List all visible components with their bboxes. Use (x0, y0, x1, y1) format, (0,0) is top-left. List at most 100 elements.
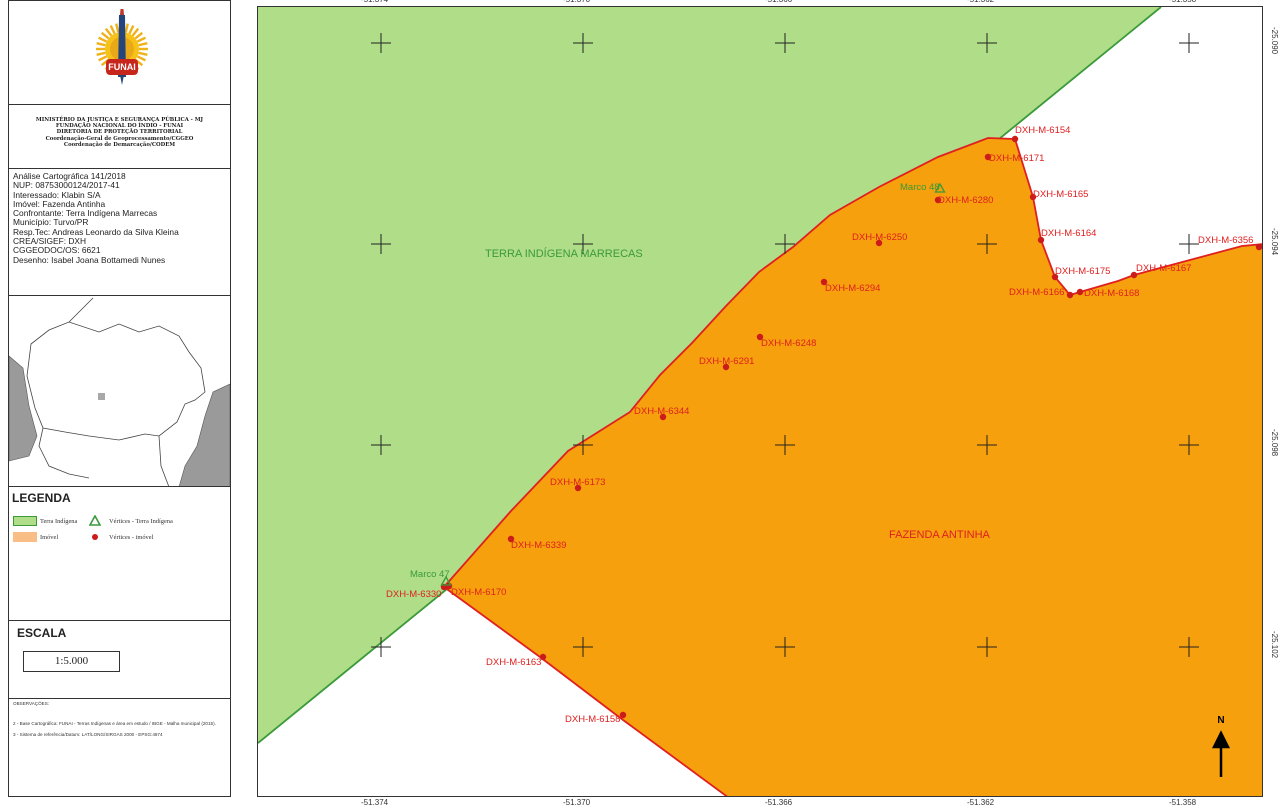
grid-crosses (371, 33, 1199, 657)
org-line: Coordenação de Demarcação/CODEM (63, 141, 176, 148)
grid-cross (775, 234, 795, 254)
obs-title: OBSERVAÇÕES: (13, 701, 50, 706)
vertex-label: DXH-M-6280 (938, 195, 993, 206)
vertex-label: DXH-M-6248 (761, 338, 816, 349)
obs-line: 2 - Base Cartográfica: FUNAI - Terras In… (13, 720, 216, 726)
org-line: Coordenação-Geral de Geoprocessamento/CG… (45, 135, 194, 142)
grid-cross (977, 33, 997, 53)
lat-label-right: -25.102 (1270, 631, 1279, 659)
legend-label-imovel: Imóvel (40, 534, 59, 541)
org-line: MINISTÉRIO DA JUSTIÇA E SEGURANÇA PÚBLIC… (35, 117, 204, 123)
marco-label: Marco 48 (900, 182, 940, 193)
grid-cross (371, 637, 391, 657)
logo-ray (128, 25, 135, 35)
area-label-terra-indigena: TERRA INDÍGENA MARRECAS (485, 247, 643, 260)
vertex-label: DXH-M-6168 (1084, 288, 1139, 299)
lon-label-top: -51.366 (765, 0, 792, 4)
vertex-point (1029, 193, 1037, 201)
logo-ray (138, 51, 148, 56)
vertex-label: DXH-M-6173 (550, 477, 605, 488)
meta-confrontante: Confrontante: Terra Indígena Marrecas (13, 208, 158, 219)
grid-cross (371, 234, 391, 254)
grid-cross (775, 33, 795, 53)
logo-ray (124, 23, 129, 33)
logo-ray (96, 42, 106, 47)
inset-border-line (68, 297, 94, 323)
vertex-label: DXH-M-6158 (565, 714, 620, 725)
north-label: N (1217, 715, 1224, 726)
vertex-label: DXH-M-6330 (386, 589, 441, 600)
grid-cross (573, 637, 593, 657)
meta-analise: Análise Cartográfica 141/2018 (13, 171, 126, 181)
meta-imovel: Imóvel: Fazenda Antinha (13, 198, 106, 209)
logo-ray (96, 51, 106, 56)
triangle-icon (89, 515, 101, 526)
lon-label-bottom: -51.362 (967, 798, 995, 807)
vertex-label: DXH-M-6154 (1015, 125, 1070, 136)
logo-ray (109, 25, 116, 35)
north-arrow-icon (1211, 730, 1231, 777)
grid-cross (977, 637, 997, 657)
legend-label-vertices-ti: Vértices - Terra Indígena (109, 518, 173, 525)
lat-label-right: -25.090 (1270, 27, 1279, 55)
meta-desenho: Desenho: Isabel Joana Bottamedi Nunes (13, 254, 166, 265)
vertex-point (574, 484, 582, 492)
legend-label-terra-indigena: Terra Indígena (40, 518, 78, 525)
lon-label-bottom: -51.374 (361, 798, 389, 807)
lat-label-right: -25.094 (1270, 228, 1279, 256)
map-frame[interactable]: DXH-M-6154 DXH-M-6171 DXH-M-6165 DXH-M-6164… (257, 6, 1263, 797)
grid-cross (573, 435, 593, 455)
logo-ray (115, 23, 120, 33)
vertex-label: DXH-M-6356 (1198, 235, 1253, 246)
lon-label-top: -51.374 (361, 0, 388, 4)
vertex-point (1011, 135, 1019, 143)
org-line: FUNDAÇÃO NACIONAL DO ÍNDIO - FUNAI (55, 123, 184, 130)
logo-ray (136, 36, 146, 43)
vertex-label: DXH-M-6163 (486, 657, 541, 668)
legend-swatch-terra-indigena (13, 516, 37, 526)
inset-sea (178, 383, 230, 486)
lon-label-bottom: -51.358 (1169, 798, 1197, 807)
lon-label-top: -51.358 (1169, 0, 1196, 4)
vertex-point (1037, 236, 1045, 244)
logo-ray (134, 31, 144, 40)
area-label-imovel: FAZENDA ANTINHA (889, 529, 991, 541)
grid-cross (1179, 33, 1199, 53)
logo-ray (98, 36, 108, 43)
vertex-label: DXH-M-6165 (1033, 189, 1088, 200)
meta-nup: NUP: 08753000124/2017-41 (13, 180, 120, 191)
marco-triangle-icon (440, 575, 452, 586)
meta-municipio: Município: Turvo/PR (13, 217, 89, 228)
vertex-point (1051, 273, 1059, 281)
imovel-boundary (443, 137, 1262, 588)
grid-cross (573, 234, 593, 254)
vertex-point (507, 535, 515, 543)
lat-label-right: -25.098 (1270, 429, 1279, 457)
inset-state-parana (26, 321, 206, 441)
marco-triangle-icon (934, 182, 946, 193)
meta-crea: CREA/SIGEF: DXH (13, 236, 87, 247)
vertex-label: DXH-M-6344 (634, 406, 689, 417)
inset-border-line (158, 435, 170, 486)
scale-section: ESCALA 1:5.000 (9, 621, 230, 699)
vertex-point (1130, 271, 1138, 279)
vertex-label: DXH-M-6164 (1041, 228, 1096, 239)
meta-os: CGGEODOC/OS: 6621 (13, 245, 101, 256)
metadata-section: Análise Cartográfica 141/2018 NUP: 08753… (9, 169, 230, 296)
legend-label-vertices-imovel: Vértices - imóvel (109, 534, 154, 541)
dot-icon (92, 534, 98, 540)
vertex-point (756, 333, 764, 341)
vertex-point (1255, 243, 1262, 251)
vertex-label: DXH-M-6166 (1009, 287, 1064, 298)
vertex-label: DXH-M-6167 (1136, 263, 1191, 274)
legend-title: LEGENDA (12, 491, 71, 505)
logo-ray (104, 27, 113, 37)
vertex-point (539, 653, 547, 661)
legend-section: LEGENDA Terra Indígena Vértices - Terra … (9, 487, 230, 621)
vertex-label: DXH-M-6175 (1055, 266, 1110, 277)
funai-logo-icon: FUNAI (96, 9, 148, 85)
logo-section: FUNAI (9, 1, 230, 105)
vertex-point (875, 239, 883, 247)
vertex-point (619, 711, 627, 719)
grid-cross (371, 435, 391, 455)
